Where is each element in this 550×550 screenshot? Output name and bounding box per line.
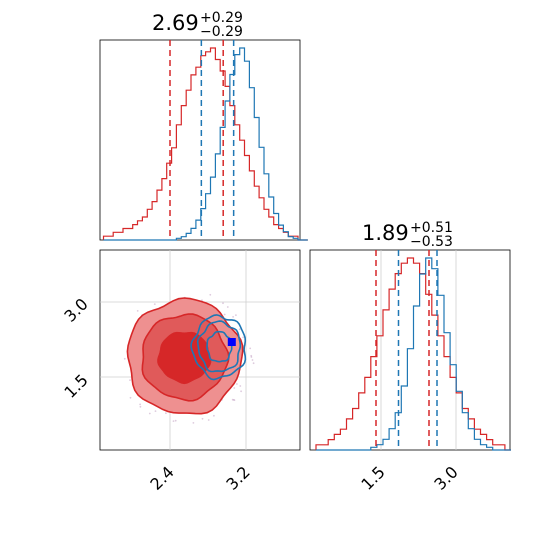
- panel-2d: [99, 249, 301, 451]
- sample-point: [148, 412, 151, 415]
- sample-point: [223, 313, 226, 316]
- title-p1-plus: +0.29: [200, 10, 243, 26]
- sample-point: [209, 293, 212, 296]
- x-tick-label: 3.2: [222, 462, 253, 493]
- panel-p2-frame: [309, 249, 511, 451]
- sample-point: [201, 417, 204, 420]
- p2-blue-histogram: [316, 257, 511, 451]
- sample-point: [139, 405, 142, 408]
- title-p2-plus: +0.51: [410, 220, 453, 236]
- truth-marker: [227, 338, 236, 346]
- sample-point: [129, 396, 132, 399]
- x-tick-label: 2.4: [146, 462, 177, 493]
- sample-point: [226, 306, 229, 308]
- sample-point: [136, 310, 139, 312]
- p1-red-histogram: [102, 47, 308, 241]
- y-tick-label: 3.0: [60, 294, 91, 325]
- sample-point: [123, 357, 126, 360]
- panel-p1-hist: [99, 39, 308, 241]
- sample-point: [235, 314, 237, 316]
- sample-point: [139, 403, 142, 406]
- panel-p2-hist: [309, 249, 511, 451]
- sample-point: [238, 328, 241, 331]
- sample-point: [172, 420, 175, 422]
- y-tick-label: 1.5: [60, 370, 91, 401]
- sample-point: [165, 412, 167, 415]
- sample-point: [222, 302, 224, 305]
- title-p1-median: 2.69: [152, 11, 199, 35]
- sample-point: [213, 414, 215, 417]
- sample-point: [233, 399, 236, 401]
- sample-point: [240, 390, 243, 393]
- sample-point: [174, 419, 177, 422]
- x-ticks-2d: 2.4 3.2: [146, 462, 253, 493]
- blue-contour-level: [206, 330, 233, 363]
- sample-point: [252, 362, 255, 365]
- x-tick-label: 3.0: [430, 462, 461, 493]
- p1-blue-histogram: [103, 47, 308, 241]
- title-p2-minus: −0.53: [410, 234, 453, 250]
- blue-contour-level: [190, 314, 247, 381]
- blue-contour-level: [196, 320, 242, 373]
- sample-point: [153, 303, 156, 305]
- sample-point: [239, 385, 242, 387]
- sample-point: [129, 379, 131, 381]
- sample-point: [207, 419, 210, 421]
- title-p1: 2.69: [152, 11, 199, 35]
- p2-red-histogram: [315, 257, 511, 451]
- sample-point: [154, 410, 157, 412]
- title-p1-minus: −0.29: [200, 24, 243, 40]
- sample-point: [249, 347, 252, 350]
- y-ticks-2d: 3.0 1.5: [60, 294, 91, 401]
- x-ticks-p2: 1.5 3.0: [357, 462, 461, 493]
- sample-point: [236, 383, 238, 385]
- x-tick-label: 1.5: [357, 462, 388, 493]
- sample-point: [231, 398, 234, 401]
- sample-point: [251, 359, 254, 361]
- sample-point: [233, 387, 236, 389]
- panel-p1-frame: [99, 39, 301, 241]
- sample-point: [232, 316, 235, 318]
- sample-point: [192, 422, 195, 424]
- title-p2-median: 1.89: [362, 221, 409, 245]
- title-p2: 1.89: [362, 221, 409, 245]
- sample-point: [242, 336, 245, 339]
- sample-point: [250, 354, 253, 357]
